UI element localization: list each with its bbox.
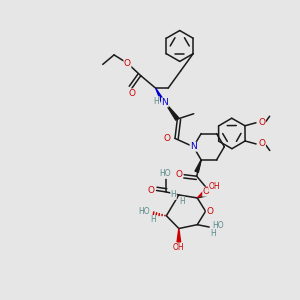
Text: O: O (258, 118, 266, 127)
Text: H: H (151, 215, 157, 224)
Text: H: H (210, 229, 216, 238)
Text: H: H (171, 190, 176, 200)
Text: H: H (154, 97, 159, 106)
Text: HO: HO (159, 169, 171, 178)
Polygon shape (156, 88, 166, 104)
Polygon shape (195, 160, 201, 172)
Text: O: O (259, 140, 266, 148)
Text: O: O (124, 59, 131, 68)
Text: OH: OH (209, 182, 220, 191)
Polygon shape (165, 102, 179, 120)
Text: O: O (147, 186, 154, 195)
Text: N: N (190, 142, 197, 151)
Text: N: N (161, 98, 168, 107)
Polygon shape (197, 187, 210, 198)
Text: O: O (206, 207, 213, 216)
Text: O: O (163, 134, 170, 143)
Text: HO: HO (212, 221, 224, 230)
Text: O: O (175, 170, 182, 179)
Text: O: O (203, 187, 210, 196)
Text: OH: OH (173, 243, 185, 252)
Polygon shape (177, 229, 181, 242)
Text: HO: HO (138, 207, 150, 216)
Text: O: O (128, 89, 135, 98)
Text: H: H (179, 197, 185, 206)
